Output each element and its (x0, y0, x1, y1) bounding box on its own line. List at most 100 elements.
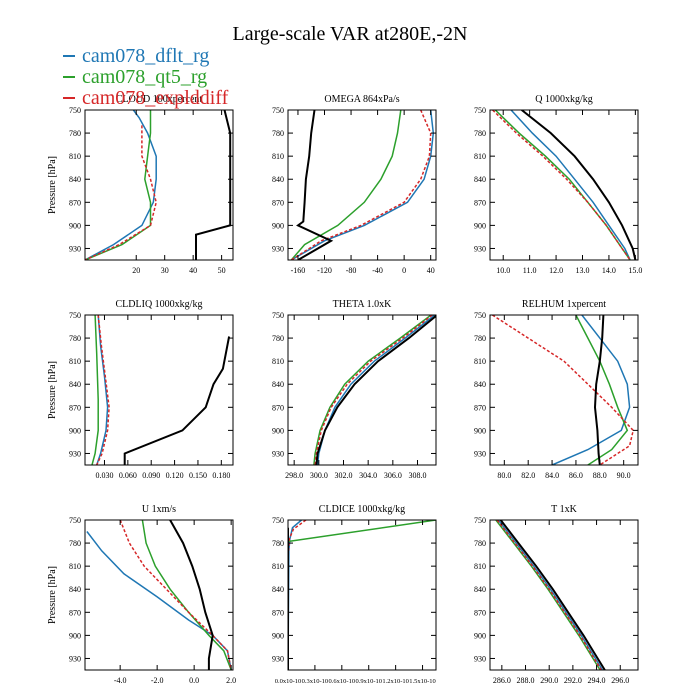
y-tick-label: 810 (272, 152, 284, 161)
series-line-2 (288, 520, 436, 670)
y-tick-label: 780 (474, 129, 486, 138)
legend-item-3: cam078_explddiff (63, 87, 229, 109)
x-tick-label: 20 (132, 266, 140, 275)
series-line-4 (169, 520, 214, 670)
panel-title: RELHUM 1xpercent (522, 299, 606, 310)
y-tick-label: 900 (69, 631, 81, 640)
series-line-3 (288, 520, 307, 670)
series-line-4 (499, 520, 606, 670)
y-axis-label: Pressure [hPa] (47, 361, 58, 419)
x-tick-label: 14.0 (602, 266, 616, 275)
y-tick-label: 870 (474, 608, 486, 617)
plot-frame (287, 519, 437, 671)
y-tick-label: 870 (272, 403, 284, 412)
series-line-3 (96, 315, 110, 465)
series-line-4 (195, 110, 232, 260)
series-line-4 (593, 315, 605, 465)
x-tick-label: 0.060 (119, 471, 137, 480)
y-tick-label: 900 (474, 631, 486, 640)
series-line-1 (497, 520, 604, 670)
y-tick-label: 750 (272, 106, 284, 115)
x-tick-label: 15.0 (628, 266, 642, 275)
y-tick-label: 750 (272, 311, 284, 320)
x-tick-label: 12.0 (549, 266, 563, 275)
panel-title: OMEGA 864xPa/s (324, 94, 399, 105)
panel-9: T 1xK 750 780 810 840 870 900 930 286.0 288.0 290.… (474, 504, 639, 685)
y-tick-label: 840 (69, 175, 81, 184)
plot-frame (489, 519, 639, 671)
series-line-4 (296, 110, 334, 260)
panel-grid: CLOUD 100xpercent 750 780 810 840 870 900 930 20… (47, 94, 642, 685)
panel-title: CLOUD 100xpercent (116, 94, 203, 105)
x-tick-label: 296.0 (611, 676, 629, 685)
y-tick-label: 840 (474, 585, 486, 594)
series-line-2 (575, 315, 629, 465)
legend-label: cam078_qt5_rg (82, 66, 207, 88)
x-tick-label: -4.0 (114, 676, 127, 685)
y-tick-label: 780 (474, 334, 486, 343)
y-tick-label: 750 (69, 516, 81, 525)
x-tick-label: 40 (189, 266, 197, 275)
panel-6: RELHUM 1xpercent 750 780 810 840 870 900 930 80.… (474, 299, 639, 480)
y-axis-label: Pressure [hPa] (47, 156, 58, 214)
series-line-2 (141, 520, 232, 670)
series-line-4 (123, 336, 231, 465)
x-tick-label: 0.0 (189, 676, 199, 685)
y-tick-label: 930 (272, 654, 284, 663)
plot-frame (84, 109, 234, 261)
x-tick-label: 0.9x10-10 (355, 678, 382, 685)
x-tick-label: 13.0 (576, 266, 590, 275)
y-tick-label: 900 (474, 426, 486, 435)
y-tick-label: 930 (69, 244, 81, 253)
series-line-1 (95, 315, 109, 465)
y-tick-label: 840 (69, 585, 81, 594)
x-tick-label: 0.030 (95, 471, 113, 480)
y-tick-label: 810 (272, 357, 284, 366)
y-tick-label: 870 (69, 608, 81, 617)
y-tick-label: 810 (69, 562, 81, 571)
panel-title: THETA 1.0xK (333, 299, 392, 310)
y-tick-label: 780 (69, 129, 81, 138)
series-line-1 (288, 520, 302, 670)
x-tick-label: 308.0 (409, 471, 427, 480)
x-tick-label: 294.0 (588, 676, 606, 685)
y-tick-label: 750 (474, 516, 486, 525)
y-tick-label: 750 (272, 516, 284, 525)
x-tick-label: 0 (402, 266, 406, 275)
series-line-1 (85, 110, 157, 260)
y-tick-label: 780 (272, 334, 284, 343)
x-tick-label: 80.0 (497, 471, 511, 480)
plot-frame (287, 314, 437, 466)
panel-title: T 1xK (551, 504, 577, 515)
y-tick-label: 870 (69, 198, 81, 207)
x-tick-label: 90.0 (617, 471, 631, 480)
x-tick-label: 288.0 (517, 676, 535, 685)
series-line-3 (496, 520, 602, 670)
x-tick-label: 286.0 (493, 676, 511, 685)
series-line-4 (315, 315, 436, 465)
x-tick-label: 40 (427, 266, 435, 275)
x-tick-label: 10.0 (496, 266, 510, 275)
y-tick-label: 870 (272, 198, 284, 207)
x-tick-label: -160 (291, 266, 306, 275)
y-tick-label: 900 (69, 426, 81, 435)
x-tick-label: 2.0 (226, 676, 236, 685)
x-tick-label: 86.0 (569, 471, 583, 480)
x-tick-label: 30 (161, 266, 169, 275)
legend-item-2: cam078_qt5_rg (63, 66, 207, 88)
y-tick-label: 870 (69, 403, 81, 412)
y-tick-label: 780 (272, 129, 284, 138)
x-tick-label: 300.0 (310, 471, 328, 480)
plot-frame (489, 109, 639, 261)
series-line-1 (510, 110, 631, 260)
legend-label: cam078_explddiff (82, 87, 229, 109)
y-tick-label: 780 (474, 539, 486, 548)
panel-title: CLDLIQ 1000xkg/kg (116, 299, 203, 310)
series-line-2 (91, 315, 99, 465)
y-tick-label: 810 (69, 152, 81, 161)
y-tick-label: 930 (272, 244, 284, 253)
y-tick-label: 840 (272, 175, 284, 184)
y-tick-label: 900 (474, 221, 486, 230)
y-axis-label: Pressure [hPa] (47, 566, 58, 624)
